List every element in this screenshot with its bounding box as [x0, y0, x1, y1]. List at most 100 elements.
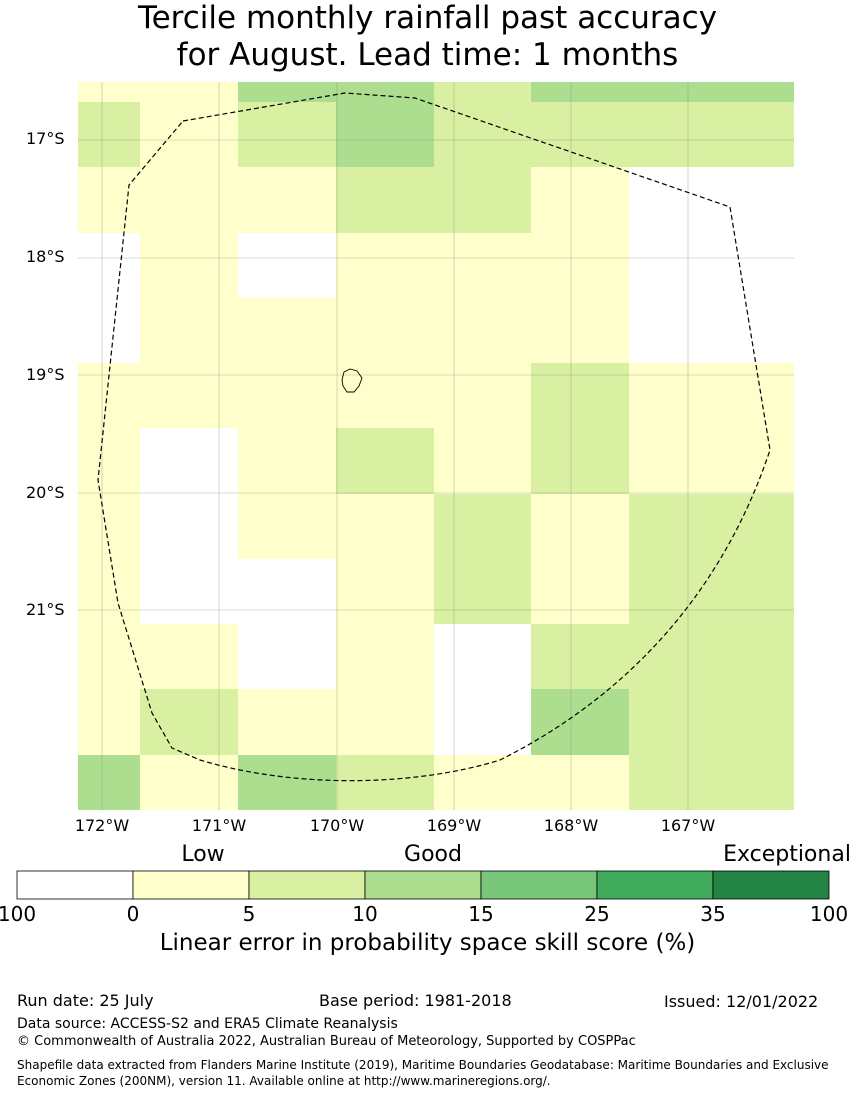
- graticule: [78, 82, 794, 810]
- skill-cell: [78, 82, 140, 102]
- skill-cell: [531, 233, 629, 298]
- skill-cell: [238, 102, 336, 167]
- skill-cell: [336, 233, 434, 298]
- skill-cell: [336, 624, 434, 689]
- skill-cell: [140, 363, 238, 428]
- skill-cell: [238, 624, 336, 689]
- skill-cell: [238, 233, 336, 298]
- colorbar-tick: 10: [352, 902, 378, 926]
- skill-cell: [727, 624, 794, 689]
- skill-cell: [629, 689, 727, 755]
- base-period: Base period: 1981-2018: [319, 991, 512, 1010]
- skill-cell: [140, 428, 238, 494]
- skill-cell: [434, 689, 531, 755]
- skill-cell: [238, 82, 336, 102]
- colorbar-tick: 5: [242, 902, 256, 926]
- lat-tick: 20°S: [26, 483, 65, 502]
- skill-cell: [727, 363, 794, 428]
- skill-cell: [629, 102, 727, 167]
- skill-cell: [629, 559, 727, 624]
- title-line-1: Tercile monthly rainfall past accuracy: [137, 0, 718, 36]
- skill-cell: [140, 167, 238, 233]
- skill-cell: [727, 559, 794, 624]
- skill-cell: [336, 689, 434, 755]
- skill-cell: [140, 689, 238, 755]
- skill-cell: [629, 298, 727, 363]
- skill-cell: [434, 559, 531, 624]
- skill-cell: [140, 233, 238, 298]
- shapefile-credit: Shapefile data extracted from Flanders M…: [17, 1058, 829, 1088]
- skill-cell: [238, 559, 336, 624]
- skill-cell: [78, 363, 140, 428]
- lat-tick: 19°S: [26, 365, 65, 384]
- issued-date: Issued: 12/01/2022: [664, 992, 819, 1011]
- colorbar-tick: 100: [0, 902, 37, 926]
- skill-cell: [531, 755, 629, 810]
- skill-cell: [629, 624, 727, 689]
- skill-cell: [336, 102, 434, 167]
- skill-cell: [238, 689, 336, 755]
- skill-cell: [140, 102, 238, 167]
- skill-cell: [434, 755, 531, 810]
- skill-cell: [238, 167, 336, 233]
- colorbar-swatch: [248, 870, 366, 900]
- skill-cell: [434, 298, 531, 363]
- copyright: © Commonwealth of Australia 2022, Austra…: [17, 1034, 636, 1049]
- skill-cell: [78, 755, 140, 810]
- skill-cell: [531, 298, 629, 363]
- skill-cell: [140, 494, 238, 559]
- skill-cell: [140, 82, 238, 102]
- skill-cell: [434, 363, 531, 428]
- colorbar-swatch: [712, 870, 830, 900]
- skill-map: [78, 82, 794, 810]
- category-exceptional: Exceptional: [723, 842, 851, 867]
- skill-grid-cells: [78, 82, 794, 810]
- skill-cell: [531, 167, 629, 233]
- skill-cell: [238, 298, 336, 363]
- skill-cell: [629, 428, 727, 494]
- skill-cell: [78, 233, 140, 298]
- skill-cell: [629, 82, 727, 102]
- skill-cell: [629, 494, 727, 559]
- skill-cell: [336, 298, 434, 363]
- skill-cell: [727, 494, 794, 559]
- skill-cell: [78, 167, 140, 233]
- colorbar-swatch: [132, 870, 250, 900]
- lon-tick: 171°W: [191, 816, 247, 835]
- data-source: Data source: ACCESS-S2 and ERA5 Climate …: [17, 1016, 398, 1032]
- skill-cell: [727, 298, 794, 363]
- skill-cell: [727, 755, 794, 810]
- skill-cell: [531, 689, 629, 755]
- lat-tick: 18°S: [26, 247, 65, 266]
- lon-tick: 167°W: [660, 816, 716, 835]
- skill-cell: [336, 755, 434, 810]
- skill-cell: [531, 494, 629, 559]
- skill-cell: [531, 559, 629, 624]
- skill-cell: [727, 82, 794, 102]
- skill-cell: [727, 428, 794, 494]
- skill-cell: [727, 233, 794, 298]
- skill-cell: [238, 428, 336, 494]
- colorbar-tick: 100: [809, 902, 849, 926]
- colorbar-swatch: [16, 870, 134, 900]
- skill-cell: [78, 298, 140, 363]
- colorbar-swatch: [596, 870, 714, 900]
- skill-cell: [531, 102, 629, 167]
- colorbar-tick: 0: [126, 902, 140, 926]
- skill-cell: [434, 428, 531, 494]
- skill-cell: [140, 624, 238, 689]
- skill-cell: [629, 233, 727, 298]
- skill-cell: [78, 689, 140, 755]
- skill-cell: [336, 494, 434, 559]
- lon-tick: 172°W: [74, 816, 130, 835]
- skill-cell: [78, 494, 140, 559]
- lon-tick: 169°W: [426, 816, 482, 835]
- skill-cell: [336, 363, 434, 428]
- map-area: [78, 82, 794, 810]
- run-date: Run date: 25 July: [17, 991, 154, 1010]
- skill-cell: [434, 82, 531, 102]
- skill-cell: [336, 559, 434, 624]
- eez-boundary: [97, 92, 771, 782]
- skill-cell: [78, 428, 140, 494]
- skill-cell: [629, 755, 727, 810]
